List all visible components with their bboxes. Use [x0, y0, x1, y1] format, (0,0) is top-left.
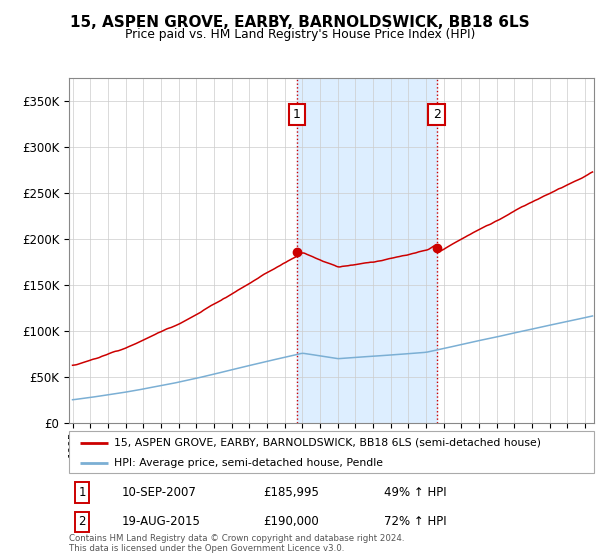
FancyBboxPatch shape	[69, 431, 594, 473]
Text: 2: 2	[79, 515, 86, 529]
Bar	[297, 78, 437, 423]
Text: 1: 1	[79, 486, 86, 499]
Text: £185,995: £185,995	[263, 486, 319, 499]
Text: 15, ASPEN GROVE, EARBY, BARNOLDSWICK, BB18 6LS (semi-detached house): 15, ASPEN GROVE, EARBY, BARNOLDSWICK, BB…	[113, 438, 541, 448]
Text: 1: 1	[293, 108, 301, 121]
Text: 10-SEP-2007: 10-SEP-2007	[121, 486, 196, 499]
Text: 15, ASPEN GROVE, EARBY, BARNOLDSWICK, BB18 6LS: 15, ASPEN GROVE, EARBY, BARNOLDSWICK, BB…	[70, 15, 530, 30]
Text: 49% ↑ HPI: 49% ↑ HPI	[384, 486, 446, 499]
Text: HPI: Average price, semi-detached house, Pendle: HPI: Average price, semi-detached house,…	[113, 458, 383, 468]
Text: £190,000: £190,000	[263, 515, 319, 529]
Text: Contains HM Land Registry data © Crown copyright and database right 2024.
This d: Contains HM Land Registry data © Crown c…	[69, 534, 404, 553]
Text: 2: 2	[433, 108, 440, 121]
Text: 19-AUG-2015: 19-AUG-2015	[121, 515, 200, 529]
Text: Price paid vs. HM Land Registry's House Price Index (HPI): Price paid vs. HM Land Registry's House …	[125, 28, 475, 41]
Text: 72% ↑ HPI: 72% ↑ HPI	[384, 515, 446, 529]
